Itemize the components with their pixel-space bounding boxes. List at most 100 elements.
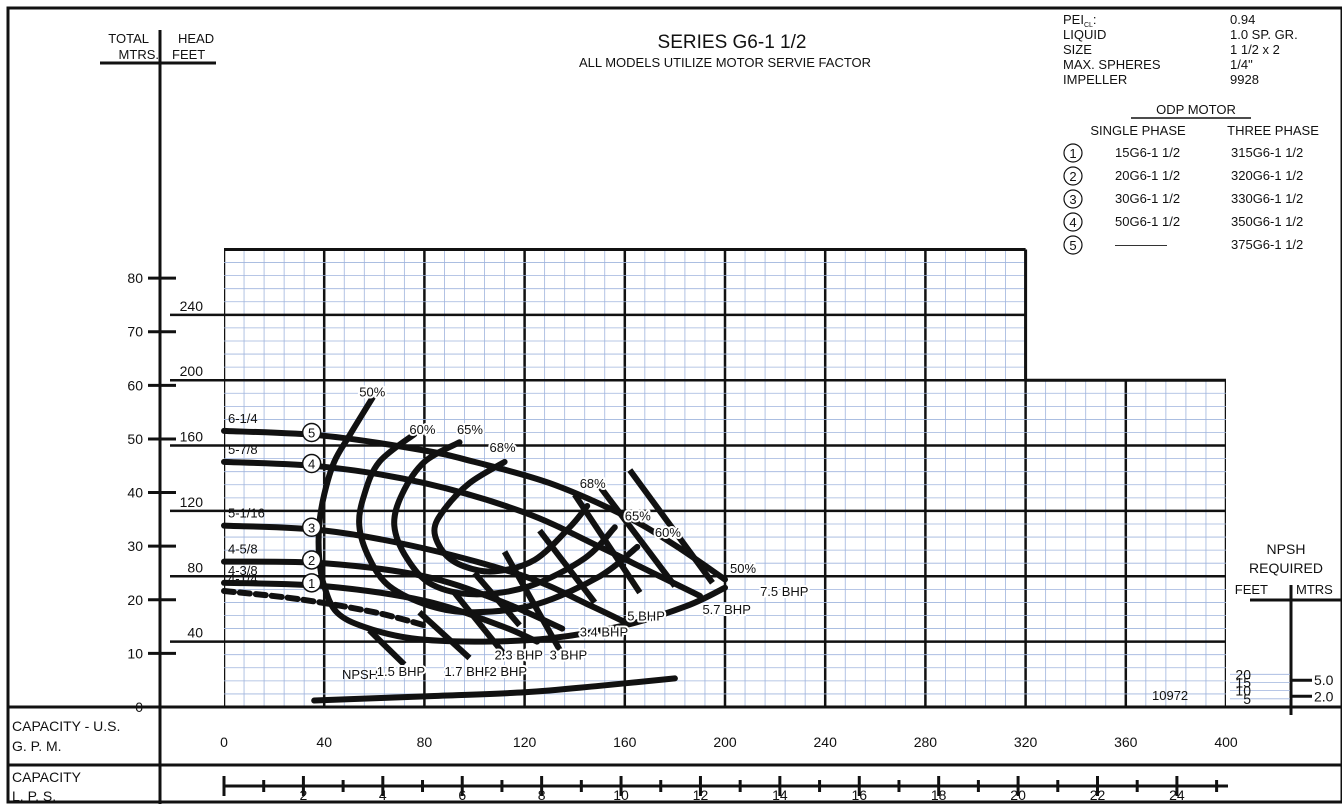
- mtrs-tick-label: 60: [127, 377, 143, 393]
- feet-tick-label: 160: [180, 429, 204, 445]
- bhp-line: [501, 550, 563, 652]
- head-label: HEAD: [178, 31, 214, 46]
- efficiency-label: 68%: [580, 476, 606, 491]
- lps-tick-label: 18: [931, 787, 947, 803]
- motor-row-number: 1: [1069, 146, 1076, 161]
- lps-tick-label: 6: [458, 787, 466, 803]
- lps-tick-label: 24: [1169, 787, 1185, 803]
- mtrs-tick-label: 40: [127, 485, 143, 501]
- motor-number: 2: [308, 553, 315, 568]
- mtrs-tick-label: 20: [127, 592, 143, 608]
- outer-border: [6, 6, 1342, 804]
- curves: 6-1/4 5-7/8 5-1/16 4-5/8 4-3/84-1/4 NPSH 50% 60…: [221, 383, 810, 704]
- motor-row-circle: [1063, 212, 1083, 232]
- bhp-label: 5.7 BHP: [702, 602, 750, 617]
- mtrs-tick-label: 80: [127, 270, 143, 286]
- mtrs-tick-label: 50: [127, 431, 143, 447]
- drawing-number: 10972: [1152, 688, 1188, 703]
- bhp-label: 5 BHP: [627, 608, 665, 623]
- efficiency-curve-60: [356, 431, 641, 616]
- efficiency-label: 50%: [730, 561, 756, 576]
- lps-tick-label: 22: [1090, 787, 1106, 803]
- motor-single-phase: 50G6-1 1/2: [1115, 214, 1180, 229]
- motor-single-phase: ————: [1115, 237, 1167, 252]
- lps-tick-label: 10: [613, 787, 629, 803]
- spec-label: SIZE: [1063, 42, 1092, 57]
- feet-tick-label: 120: [180, 494, 204, 510]
- efficiency-label: 65%: [457, 422, 483, 437]
- npsh-mtrs-tick-label: 5.0: [1314, 672, 1334, 688]
- bhp-line: [452, 590, 507, 657]
- gpm-tick-label: 320: [1014, 734, 1038, 750]
- npsh-required-label: REQUIRED: [1249, 560, 1323, 576]
- motor-number: 1: [308, 576, 315, 591]
- gpm-tick-label: 120: [513, 734, 537, 750]
- lps-tick-label: 16: [851, 787, 867, 803]
- npsh-feet-tick-label: 5: [1243, 691, 1251, 707]
- bhp-line: [597, 484, 678, 588]
- motor-row-circle: [1063, 235, 1083, 255]
- capacity-gpm-label: CAPACITY - U.S.: [12, 718, 120, 734]
- bhp-line: [367, 628, 407, 667]
- spec-label: LIQUID: [1063, 27, 1106, 42]
- feet-tick-label: 200: [180, 363, 204, 379]
- impeller-diameter-label: 4-1/4: [228, 571, 258, 586]
- feet-tick-label: 80: [187, 559, 203, 575]
- capacity-lps-label-2: L. P. S.: [12, 788, 56, 804]
- npsh-feet-tick-label: 10: [1235, 683, 1251, 699]
- bhp-line: [472, 571, 522, 628]
- gpm-tick-label: 240: [814, 734, 838, 750]
- gpm-tick-label: 200: [713, 734, 737, 750]
- npsh-feet-tick-label: 20: [1235, 666, 1251, 682]
- mtrs-tick-label: 10: [127, 645, 143, 661]
- impeller-curve: [221, 458, 703, 599]
- impeller-curve: [221, 427, 728, 583]
- bhp-label: 2 BHP: [490, 664, 528, 679]
- bhp-line: [537, 528, 598, 605]
- efficiency-curve-50: [315, 391, 728, 645]
- lps-tick-label: 12: [693, 787, 709, 803]
- efficiency-label: 60%: [409, 422, 435, 437]
- spec-value: 1.0 SP. GR.: [1230, 27, 1298, 42]
- grid-lines: [224, 249, 1226, 708]
- chart-subtitle: ALL MODELS UTILIZE MOTOR SERVIE FACTOR: [579, 55, 871, 70]
- spec-value: 1/4": [1230, 57, 1253, 72]
- npsh-label: NPSH: [1267, 541, 1306, 557]
- spec-value: 0.94: [1230, 12, 1255, 27]
- lps-tick-label: 4: [379, 787, 387, 803]
- bhp-label: 7.5 BHP: [760, 584, 808, 599]
- motor-row-number: 4: [1069, 215, 1076, 230]
- npsh-mtrs-label: MTRS: [1296, 582, 1333, 597]
- mtrs-tick-label: 0: [135, 699, 143, 715]
- motor-number-circle: [301, 453, 322, 474]
- bhp-label: 3 BHP: [550, 648, 588, 663]
- gpm-tick-label: 360: [1114, 734, 1138, 750]
- efficiency-label: 60%: [655, 525, 681, 540]
- impeller-diameter-label: 4-3/8: [228, 563, 258, 578]
- impeller-curve: [221, 579, 541, 645]
- bhp-line: [627, 468, 715, 585]
- mtrs-label: MTRS.: [119, 47, 159, 62]
- motor-table-heading: ODP MOTOR: [1156, 102, 1236, 117]
- three-phase-heading: THREE PHASE: [1227, 123, 1319, 138]
- motor-number-circle: [301, 573, 322, 593]
- efficiency-label: 50%: [359, 385, 385, 400]
- npsh-mtrs-tick-label: 2.0: [1314, 688, 1334, 704]
- mtrs-tick-label: 70: [127, 324, 143, 340]
- efficiency-label: 65%: [625, 509, 651, 524]
- chart-frame: [6, 6, 1342, 804]
- gpm-tick-label: 400: [1214, 734, 1238, 750]
- motor-single-phase: 20G6-1 1/2: [1115, 168, 1180, 183]
- motor-row-number: 2: [1069, 169, 1076, 184]
- total-label: TOTAL: [108, 31, 149, 46]
- motor-number-circle: [301, 422, 322, 443]
- bhp-label: 1.7 BHP: [444, 664, 492, 679]
- motor-three-phase: 330G6-1 1/2: [1231, 191, 1303, 206]
- capacity-lps-label: CAPACITY: [12, 769, 82, 785]
- gpm-tick-label: 40: [316, 734, 332, 750]
- impeller-diameter-label: 5-1/16: [228, 506, 265, 521]
